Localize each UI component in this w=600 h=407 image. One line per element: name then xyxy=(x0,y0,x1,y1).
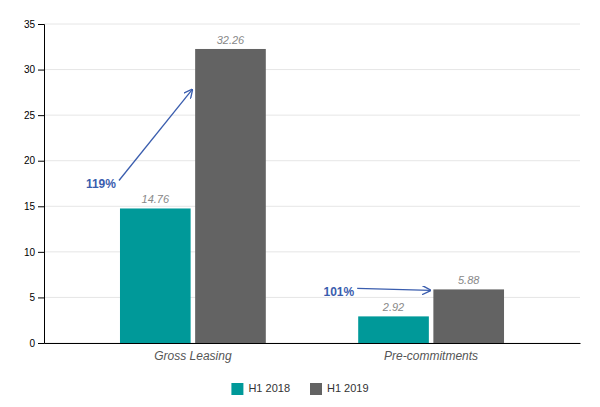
annotations: 119% 101% xyxy=(86,90,430,299)
bar xyxy=(358,316,429,343)
y-tick-label: 15 xyxy=(24,201,36,212)
grid-line xyxy=(44,115,580,116)
chart: 0 5 10 15 20 25 30 35 Gross Leasing Pre-commitmen… xyxy=(0,0,600,407)
y-tick-mark xyxy=(38,161,44,162)
y-tick-label: 20 xyxy=(24,155,36,166)
y-axis-line xyxy=(38,25,45,344)
grid-line xyxy=(44,24,580,25)
y-tick-mark xyxy=(38,297,44,298)
data-label: 32.26 xyxy=(217,34,245,46)
y-tick-label: 30 xyxy=(24,64,36,75)
y-tick-mark xyxy=(38,343,44,344)
y-tick-mark xyxy=(38,252,44,253)
x-tick-label: Gross Leasing xyxy=(154,349,232,363)
y-tick-mark xyxy=(38,24,44,25)
y-tick-label: 25 xyxy=(24,110,36,121)
annotation: 101% xyxy=(323,285,354,299)
y-tick-mark xyxy=(38,206,44,207)
annotation-arrow xyxy=(119,90,192,181)
grid-line xyxy=(44,69,580,70)
y-tick: 0 xyxy=(29,338,44,349)
y-tick-label: 35 xyxy=(24,19,36,30)
y-tick: 10 xyxy=(24,247,44,258)
x-tick: Pre-commitments xyxy=(384,349,478,363)
bar xyxy=(433,289,504,343)
annotation-arrow xyxy=(357,288,430,290)
bar xyxy=(120,208,191,343)
legend: H1 2018 H1 2019 xyxy=(231,382,368,395)
y-tick: 5 xyxy=(29,292,44,303)
y-tick: 30 xyxy=(24,64,44,75)
legend-item: H1 2019 xyxy=(310,382,369,395)
annotation: 119% xyxy=(86,177,116,191)
grid-line xyxy=(44,160,580,161)
grid xyxy=(44,24,580,343)
x-tick: Gross Leasing xyxy=(154,349,232,363)
y-tick: 35 xyxy=(24,19,44,30)
x-tick-label: Pre-commitments xyxy=(384,349,478,363)
x-axis: Gross Leasing Pre-commitments xyxy=(45,344,581,363)
data-label: 5.88 xyxy=(458,274,480,286)
legend-swatch xyxy=(310,383,322,395)
y-tick-mark xyxy=(38,70,44,71)
plot: 0 5 10 15 20 25 30 35 Gross Leasing Pre-commitmen… xyxy=(24,19,581,363)
y-axis: 0 5 10 15 20 25 30 35 xyxy=(24,19,45,349)
data-label: 2.92 xyxy=(382,301,404,313)
y-tick: 25 xyxy=(24,110,44,121)
data-labels: 14.76 2.92 32.26 5.88 xyxy=(142,34,481,313)
legend-label: H1 2019 xyxy=(327,382,369,394)
y-tick-label: 5 xyxy=(29,292,35,303)
y-tick: 15 xyxy=(24,201,44,212)
bars xyxy=(120,49,504,343)
grid-line xyxy=(44,206,580,207)
y-tick-label: 0 xyxy=(29,338,35,349)
y-tick-label: 10 xyxy=(24,247,36,258)
y-tick-mark xyxy=(38,115,44,116)
bar xyxy=(195,49,266,343)
x-axis-line xyxy=(45,343,581,344)
data-label: 14.76 xyxy=(142,193,170,205)
legend-label: H1 2018 xyxy=(248,382,290,394)
legend-swatch xyxy=(231,383,243,395)
y-tick: 20 xyxy=(24,155,44,166)
legend-item: H1 2018 xyxy=(231,382,290,395)
